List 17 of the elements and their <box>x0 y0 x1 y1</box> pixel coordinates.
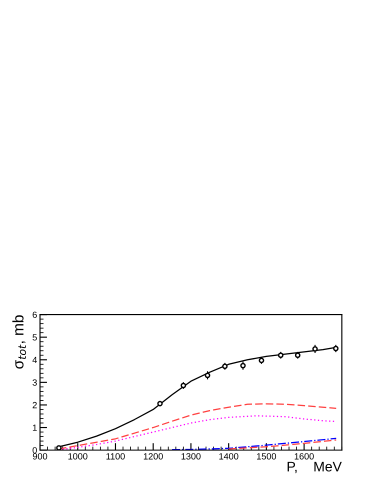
x-tick-label: 1200 <box>144 453 163 460</box>
y-tick-label: 2 <box>32 402 37 408</box>
y-tick-label: 5 <box>32 334 37 341</box>
x-tick-label: 1300 <box>182 453 201 460</box>
x-tick-label: 1100 <box>106 453 125 460</box>
y-tick-label: 0 <box>32 447 37 454</box>
x-tick-label: 1400 <box>219 453 238 460</box>
x-axis-title: P, MeV <box>288 462 342 474</box>
y-tick-label: 3 <box>32 379 37 386</box>
x-tick-label: 1600 <box>294 453 314 460</box>
y-axis-title: σ$_{tot}$, mb <box>12 315 26 369</box>
y-tick-label: 6 <box>32 312 37 318</box>
x-tick-label: 900 <box>32 453 48 460</box>
y-tick-label: 1 <box>32 424 37 431</box>
x-tick-label: 1500 <box>257 453 276 460</box>
y-tick-label: 4 <box>32 356 37 364</box>
x-tick-label: 1000 <box>68 453 88 460</box>
